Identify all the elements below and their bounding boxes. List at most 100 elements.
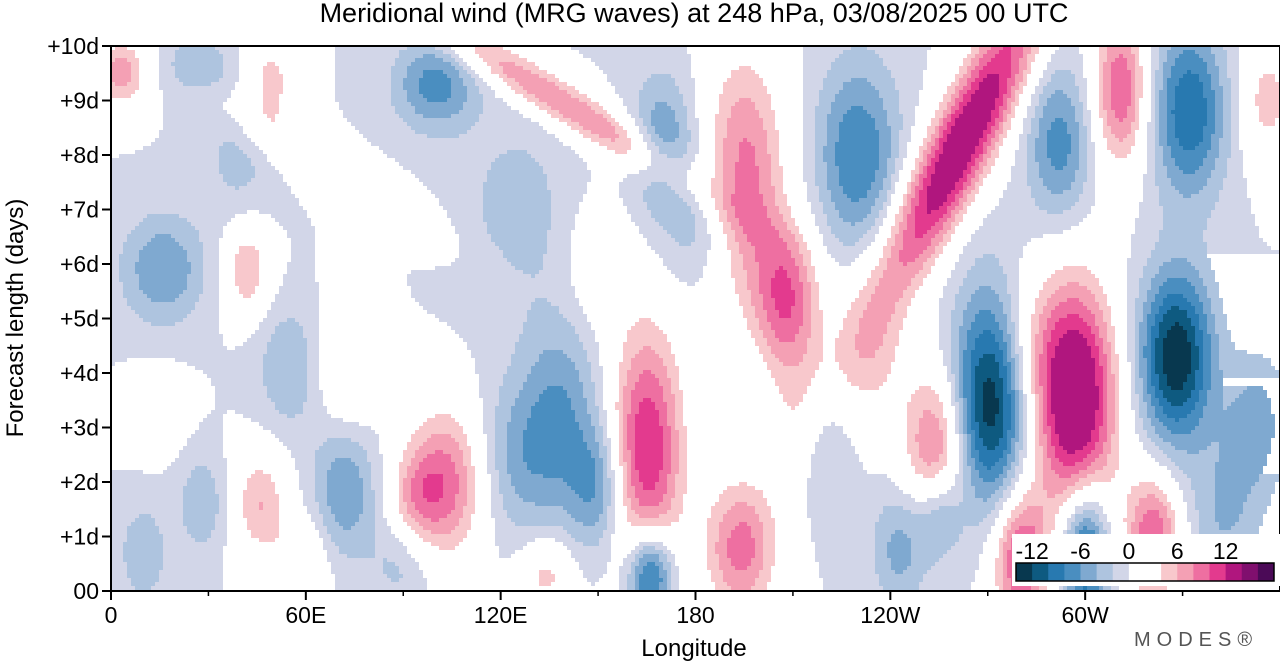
contour-cell [799,362,819,366]
contour-cell [983,66,1011,70]
contour-cell [759,270,775,274]
contour-cell [615,406,623,410]
contour-cell [971,158,975,162]
contour-cell [983,142,991,146]
contour-cell [1019,146,1027,150]
contour-cell [911,190,915,194]
contour-cell [803,294,811,298]
contour-cell [1155,106,1159,110]
contour-cell [983,390,995,394]
contour-cell [1115,398,1119,402]
contour-cell [587,446,599,450]
contour-cell [815,130,827,134]
contour-cell [543,474,595,478]
contour-cell [975,406,983,410]
contour-cell [1163,298,1187,302]
contour-cell [827,134,839,138]
contour-cell [491,482,499,486]
contour-cell [419,78,451,82]
contour-cell [1179,54,1199,58]
contour-cell [1007,382,1011,386]
contour-cell [623,98,639,102]
contour-cell [879,154,891,158]
contour-cell [883,510,911,514]
contour-cell [327,482,363,486]
contour-cell [375,510,383,514]
contour-cell [931,510,991,514]
contour-cell [963,374,971,378]
contour-cell [1035,418,1039,422]
contour-cell [759,286,771,290]
contour-cell [307,350,319,354]
contour-cell [507,450,523,454]
contour-cell [967,270,1003,274]
contour-cell [635,442,663,446]
contour-cell [1143,266,1159,270]
contour-cell [603,462,607,466]
contour-cell [1175,62,1207,66]
contour-cell [1223,46,1239,50]
contour-cell [1123,118,1135,122]
contour-cell [775,334,795,338]
contour-cell [335,70,391,74]
contour-cell [959,410,963,414]
contour-cell [1047,490,1063,494]
contour-cell [1019,138,1027,142]
contour-cell [923,250,935,254]
contour-cell [499,470,507,474]
contour-cell [567,354,587,358]
contour-cell [487,470,499,474]
contour-cell [287,270,315,274]
contour-cell [915,178,919,182]
contour-cell [931,138,935,142]
contour-cell [971,398,975,402]
contour-cell [1111,442,1119,446]
contour-cell [955,382,959,386]
contour-cell [975,398,983,402]
contour-cell [1147,322,1155,326]
contour-cell [487,454,495,458]
contour-cell [371,486,383,490]
contour-cell [1003,402,1011,406]
contour-cell [111,218,143,222]
contour-cell [259,210,307,214]
contour-cell [903,214,907,218]
contour-cell [571,322,591,326]
contour-cell [851,222,855,226]
contour-cell [531,70,547,74]
contour-cell [607,462,611,466]
contour-cell [451,326,523,330]
contour-cell [247,338,271,342]
contour-cell [523,86,559,90]
contour-cell [307,386,319,390]
contour-cell [111,62,131,66]
contour-cell [487,466,495,470]
contour-cell [507,258,543,262]
contour-cell [959,462,963,466]
contour-cell [995,422,1003,426]
contour-cell [999,74,1011,78]
contour-cell [187,362,263,366]
contour-cell [595,462,603,466]
contour-cell [971,238,1031,242]
contour-cell [1135,302,1143,306]
contour-cell [1083,122,1091,126]
contour-cell [963,490,975,494]
contour-cell [811,334,823,338]
contour-cell [963,250,1023,254]
contour-cell [111,342,223,346]
contour-cell [1011,170,1027,174]
contour-cell [1075,170,1087,174]
contour-cell [943,362,951,366]
contour-cell [111,470,143,474]
contour-cell [483,202,551,206]
contour-cell [671,434,679,438]
contour-cell [1163,226,1207,230]
contour-cell [991,310,1003,314]
contour-cell [1047,438,1051,442]
contour-cell [1019,358,1023,362]
contour-cell [1071,98,1079,102]
contour-cell [1035,402,1039,406]
contour-cell [999,438,1007,442]
contour-cell [971,190,979,194]
